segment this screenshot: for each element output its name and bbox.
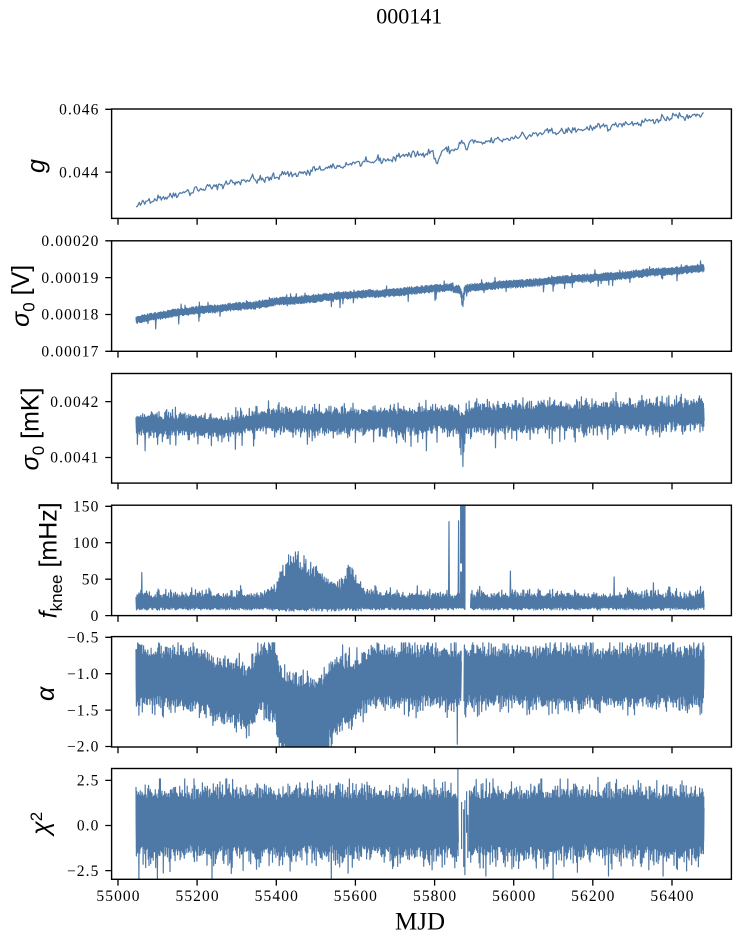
svg-text:55200: 55200 xyxy=(175,888,219,905)
svg-text:0: 0 xyxy=(91,608,100,625)
svg-text:−0.5: −0.5 xyxy=(67,630,100,647)
svg-text:56400: 56400 xyxy=(650,888,694,905)
svg-text:0.0: 0.0 xyxy=(77,818,100,835)
svg-text:100: 100 xyxy=(73,535,100,552)
svg-text:−1.5: −1.5 xyxy=(67,702,100,719)
svg-text:−1.0: −1.0 xyxy=(67,666,100,683)
svg-text:0.046: 0.046 xyxy=(59,102,99,119)
svg-text:g: g xyxy=(23,159,51,173)
svg-text:α: α xyxy=(32,686,60,701)
svg-text:56200: 56200 xyxy=(571,888,615,905)
svg-text:55400: 55400 xyxy=(255,888,299,905)
svg-text:0.0041: 0.0041 xyxy=(50,450,99,467)
svg-text:0.00020: 0.00020 xyxy=(41,233,99,250)
svg-text:fknee [mHz]: fknee [mHz] xyxy=(34,502,66,618)
svg-text:0.00018: 0.00018 xyxy=(41,307,99,324)
svg-text:56000: 56000 xyxy=(492,888,536,905)
svg-text:0.044: 0.044 xyxy=(59,164,99,181)
svg-text:2.5: 2.5 xyxy=(77,773,100,790)
svg-text:55600: 55600 xyxy=(334,888,378,905)
svg-text:0.0042: 0.0042 xyxy=(50,394,99,411)
svg-text:0.00019: 0.00019 xyxy=(41,270,99,287)
svg-text:150: 150 xyxy=(73,499,100,516)
svg-text:MJD: MJD xyxy=(395,908,445,935)
svg-text:50: 50 xyxy=(82,571,100,588)
svg-text:χ2: χ2 xyxy=(27,812,55,837)
svg-text:55000: 55000 xyxy=(96,888,140,905)
svg-text:000141: 000141 xyxy=(376,4,442,29)
svg-text:−2.0: −2.0 xyxy=(67,739,100,756)
svg-text:σ0 [mK]: σ0 [mK] xyxy=(17,387,49,470)
svg-text:0.00017: 0.00017 xyxy=(41,344,99,361)
svg-text:−2.5: −2.5 xyxy=(67,863,100,880)
svg-text:55800: 55800 xyxy=(413,888,457,905)
svg-text:σ0 [V]: σ0 [V] xyxy=(7,265,39,327)
